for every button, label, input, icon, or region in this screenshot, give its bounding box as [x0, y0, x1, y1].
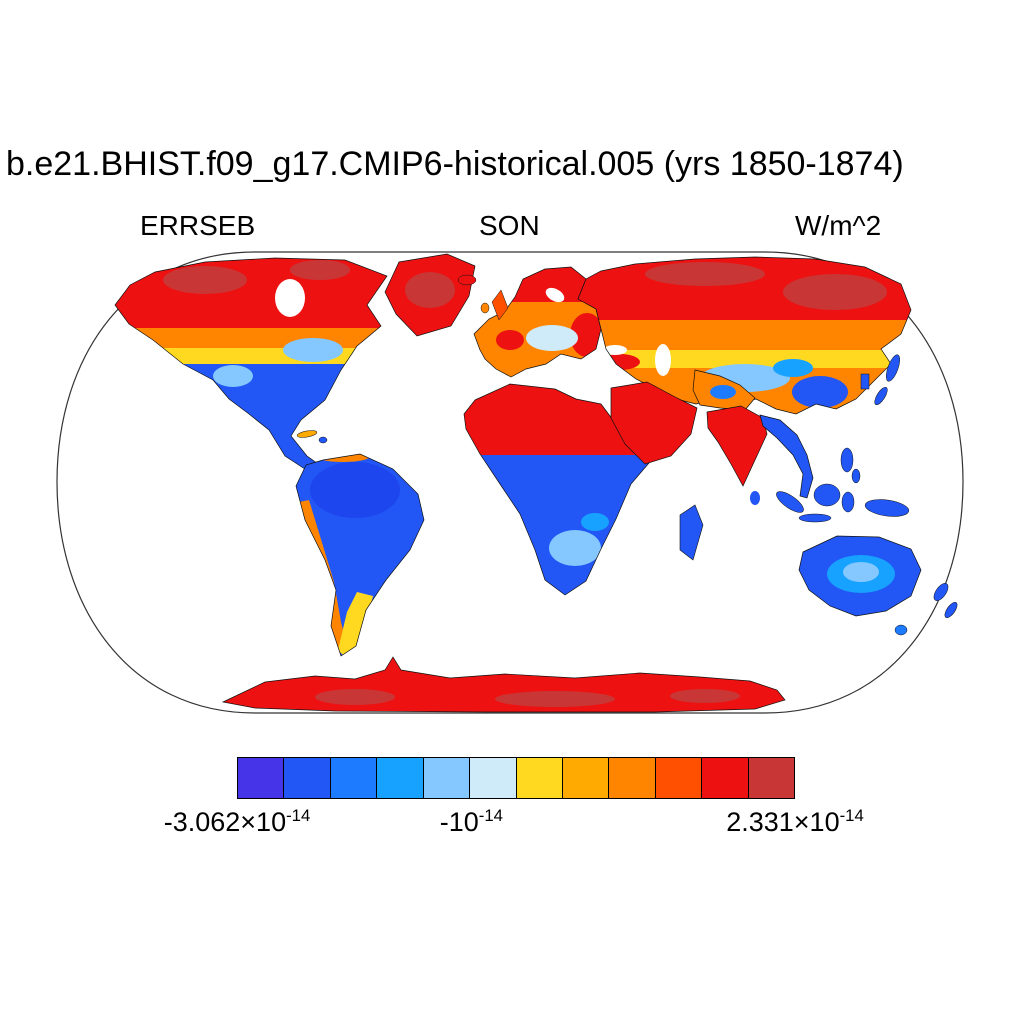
- colorbar-segment: [747, 758, 795, 798]
- colorbar-segment: [608, 758, 655, 798]
- season-label: SON: [479, 210, 540, 241]
- iran-region: [692, 369, 756, 411]
- antarctica: [223, 657, 785, 712]
- japan-korea: [860, 354, 900, 405]
- plot-title: b.e21.BHIST.f09_g17.CMIP6-historical.005…: [6, 145, 904, 183]
- colorbar-segment: [515, 758, 562, 798]
- indonesia-philippines: [776, 447, 910, 523]
- world-map: [55, 250, 965, 715]
- colorbar-segment: [469, 758, 516, 798]
- colorbar-segment: [701, 758, 748, 798]
- colorbar: [237, 757, 795, 799]
- tasmania: [894, 624, 908, 636]
- colorbar-segment: [561, 758, 609, 798]
- colorbar-ticks: -3.062×10-14 -10-14 2.331×10-14: [164, 806, 864, 846]
- australia: [799, 536, 921, 616]
- sri-lanka: [750, 491, 760, 505]
- colorbar-tick-mid: -10-14: [439, 806, 503, 837]
- colorbar-segment: [654, 758, 702, 798]
- colorbar-segment: [283, 758, 330, 798]
- small-islands: [296, 274, 509, 444]
- colorbar-tick-min: -3.062×10-14: [163, 806, 311, 837]
- robinson-map-svg: [56, 251, 964, 714]
- colorbar-segment: [329, 758, 377, 798]
- colorbar-segment: [376, 758, 423, 798]
- units-label: W/m^2: [795, 210, 882, 241]
- colorbar-tick-max: 2.331×10-14: [726, 806, 864, 837]
- greenland: [385, 254, 475, 336]
- colorbar-segment: [238, 758, 284, 798]
- madagascar: [679, 504, 704, 561]
- new-zealand: [933, 583, 958, 618]
- field-label: ERRSEB: [140, 210, 256, 241]
- colorbar-segment: [422, 758, 470, 798]
